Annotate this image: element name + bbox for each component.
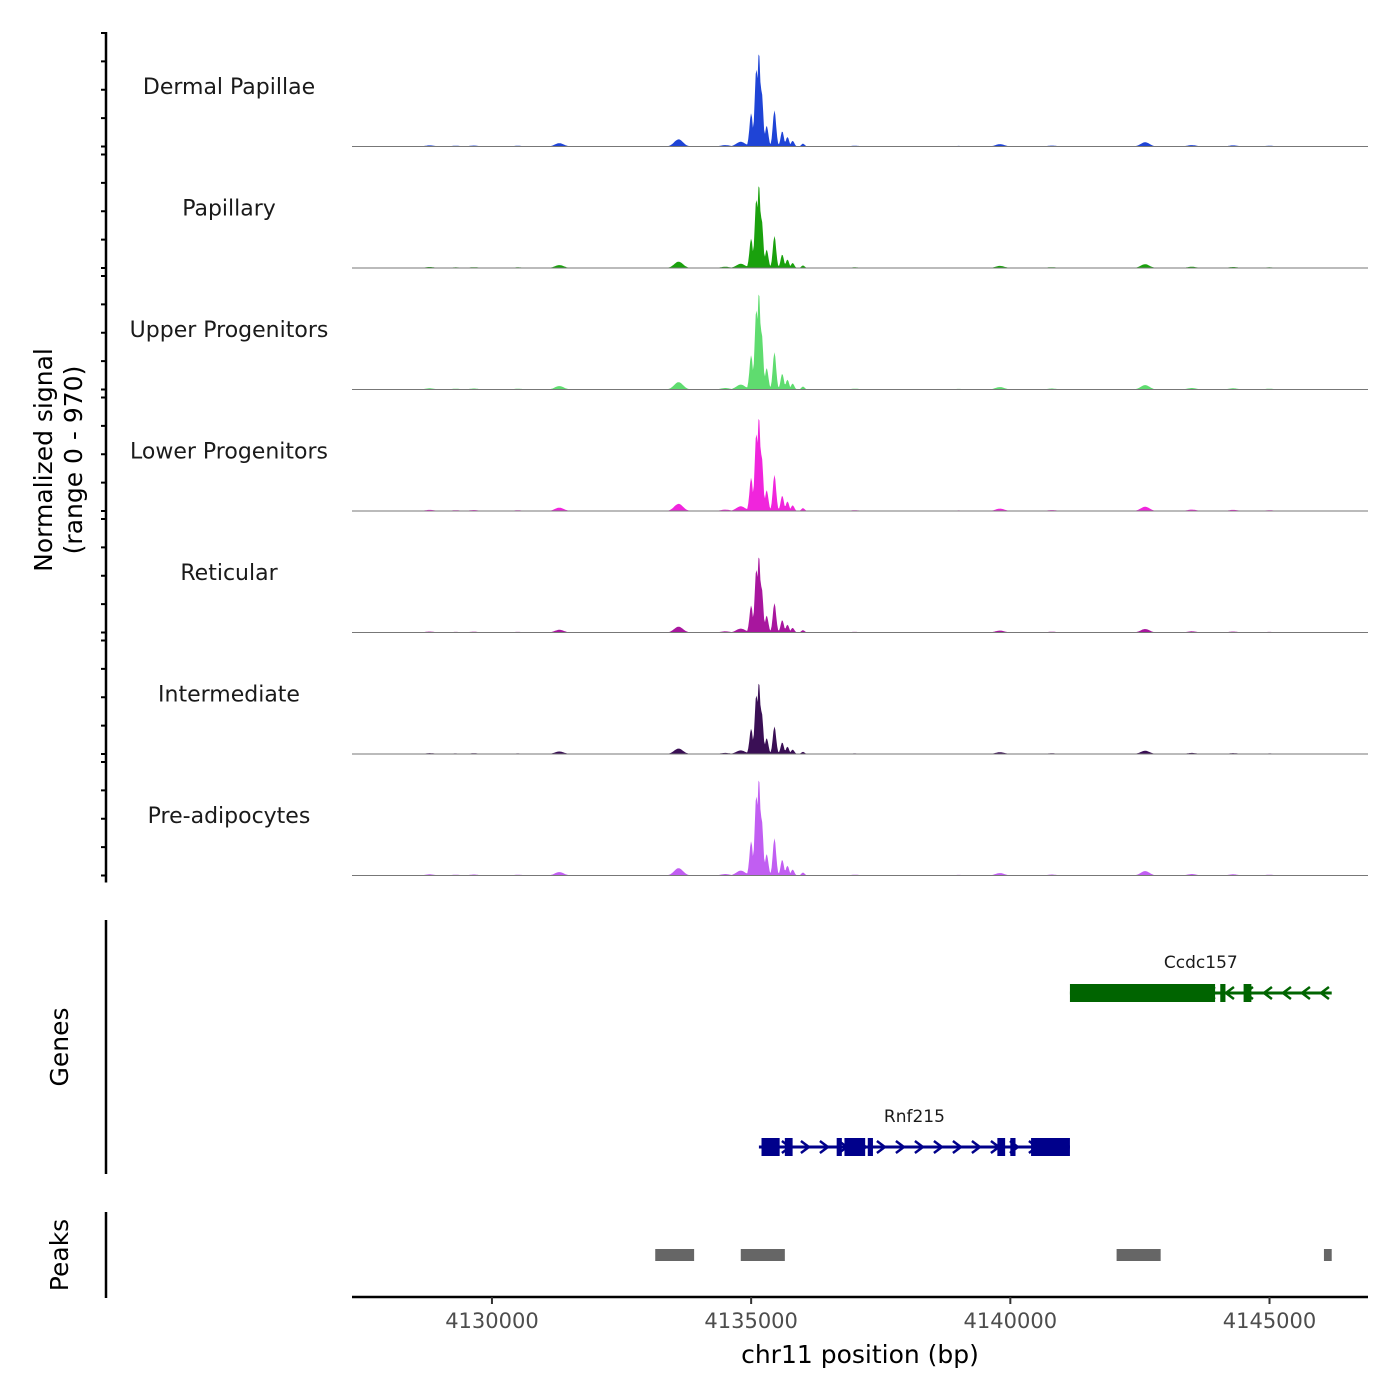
strand-arrow — [876, 1140, 888, 1154]
exon — [1036, 1138, 1070, 1156]
strand-arrow — [952, 1140, 964, 1154]
strand-arrow — [1223, 986, 1235, 1000]
coverage-track: Lower Progenitors — [130, 418, 1368, 512]
coverage-panel: Dermal Papillae Papillary Upper Progenitor… — [101, 32, 1368, 883]
strand-arrow — [914, 1140, 926, 1154]
coverage-track: Dermal Papillae — [143, 54, 1368, 147]
peak-region — [1116, 1249, 1161, 1261]
exon — [997, 1138, 1006, 1156]
peak-region — [740, 1249, 785, 1261]
exon — [784, 1138, 793, 1156]
track-label: Lower Progenitors — [130, 440, 328, 465]
exon — [844, 1138, 866, 1156]
exon — [867, 1138, 873, 1156]
coverage-area — [352, 418, 1368, 511]
track-label: Reticular — [180, 561, 278, 586]
exon — [1010, 1138, 1016, 1156]
x-tick-label: 4145000 — [1223, 1309, 1317, 1333]
exon — [836, 1138, 842, 1156]
exon — [761, 1138, 780, 1156]
exon — [1031, 1138, 1039, 1156]
exon — [1220, 984, 1226, 1002]
gene-model: Ccdc157 — [1069, 953, 1332, 1002]
y-axis-title-line2: (range 0 - 970) — [59, 366, 88, 555]
strand-arrow — [800, 1140, 812, 1154]
coverage-track: Papillary — [182, 186, 1368, 269]
coverage-area — [352, 54, 1368, 147]
peak-region — [655, 1249, 695, 1261]
strand-arrow — [819, 1140, 831, 1154]
coverage-area — [352, 186, 1368, 268]
strand-arrow — [971, 1140, 983, 1154]
strand-arrow — [895, 1140, 907, 1154]
strand-arrow — [1318, 986, 1330, 1000]
exon — [1069, 984, 1216, 1002]
x-axis: 4130000 4135000 4140000 4145000 — [352, 1295, 1368, 1333]
coverage-area — [352, 294, 1368, 390]
x-tick-label: 4135000 — [704, 1309, 798, 1333]
peaks-panel — [104, 1212, 1332, 1298]
coverage-track: Intermediate — [158, 683, 1368, 755]
coverage-area — [352, 780, 1368, 876]
gene-model: Rnf215 — [758, 1107, 1070, 1156]
track-label: Papillary — [182, 197, 276, 222]
strand-arrow — [1299, 986, 1311, 1000]
gene-label: Rnf215 — [884, 1107, 945, 1127]
x-axis-title: chr11 position (bp) — [741, 1340, 979, 1369]
strand-arrow — [933, 1140, 945, 1154]
exon — [1243, 984, 1252, 1002]
track-label: Upper Progenitors — [130, 318, 329, 343]
coverage-track: Pre-adipocytes — [148, 780, 1368, 876]
peaks-axis-title: Peaks — [45, 1219, 74, 1291]
x-tick-label: 4140000 — [964, 1309, 1058, 1333]
genes-panel: Rnf215 Ccdc157 — [104, 920, 1332, 1174]
strand-arrow — [1261, 986, 1273, 1000]
gene-label: Ccdc157 — [1164, 953, 1238, 973]
coverage-track: Upper Progenitors — [130, 294, 1368, 390]
strand-arrow — [1280, 986, 1292, 1000]
x-tick-label: 4130000 — [445, 1309, 539, 1333]
genes-axis-title: Genes — [45, 1007, 74, 1086]
track-label: Pre-adipocytes — [148, 804, 311, 829]
peak-region — [1323, 1249, 1332, 1261]
track-label: Intermediate — [158, 683, 300, 708]
y-axis-title-line1: Normalized signal — [29, 348, 58, 572]
track-label: Dermal Papillae — [143, 75, 315, 100]
coverage-area — [352, 683, 1368, 754]
coverage-track: Reticular — [180, 557, 1368, 633]
coverage-area — [352, 557, 1368, 633]
